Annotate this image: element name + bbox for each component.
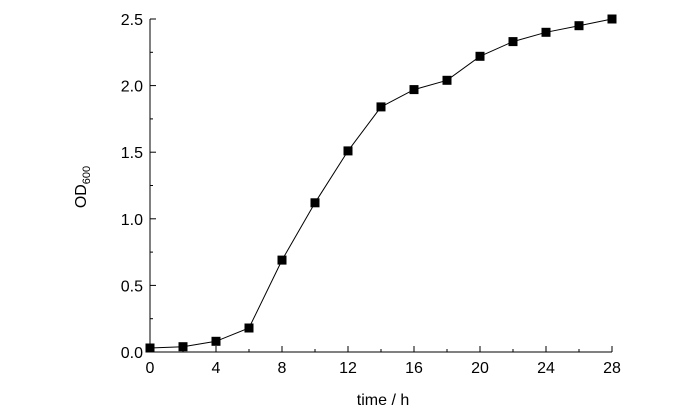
x-tick-label: 28 [603, 360, 621, 377]
y-axis-title-subscript: 600 [81, 166, 93, 184]
y-tick-label: 0.5 [121, 278, 143, 295]
data-point [607, 14, 617, 24]
y-tick-label: 2.5 [121, 12, 143, 29]
axes [149, 19, 612, 353]
data-point [409, 85, 419, 95]
x-tick-label: 20 [471, 360, 489, 377]
y-tick-label: 1.5 [121, 145, 143, 162]
data-point [145, 343, 155, 353]
x-tick-label: 16 [405, 360, 423, 377]
x-tick-label: 12 [339, 360, 357, 377]
y-tick-label: 0.0 [121, 345, 143, 362]
x-axis-title: time / h [357, 392, 409, 409]
data-point [343, 146, 353, 156]
data-point [574, 21, 584, 31]
x-tick-label: 8 [278, 360, 287, 377]
data-point [211, 336, 221, 346]
data-point [244, 323, 254, 333]
data-point [178, 342, 188, 352]
data-point [442, 75, 452, 85]
series-line [149, 18, 613, 349]
data-point [541, 27, 551, 37]
y-axis-title: OD600 [73, 166, 93, 208]
x-tick-label: 0 [146, 360, 155, 377]
data-point [376, 102, 386, 112]
x-tick-label: 24 [537, 360, 555, 377]
y-axis-ticks: 0.0 0.5 1.0 1.5 2.0 2.5 [121, 12, 156, 362]
data-point [277, 255, 287, 265]
data-point [475, 51, 485, 61]
y-axis-title-main: OD [73, 184, 90, 208]
y-tick-label: 1.0 [121, 212, 143, 229]
y-tick-label: 2.0 [121, 79, 143, 96]
series [145, 14, 617, 353]
x-axis-ticks: 0 4 8 12 16 20 24 28 [146, 346, 621, 377]
x-tick-label: 4 [212, 360, 221, 377]
data-point [508, 37, 518, 47]
data-point [310, 198, 320, 208]
